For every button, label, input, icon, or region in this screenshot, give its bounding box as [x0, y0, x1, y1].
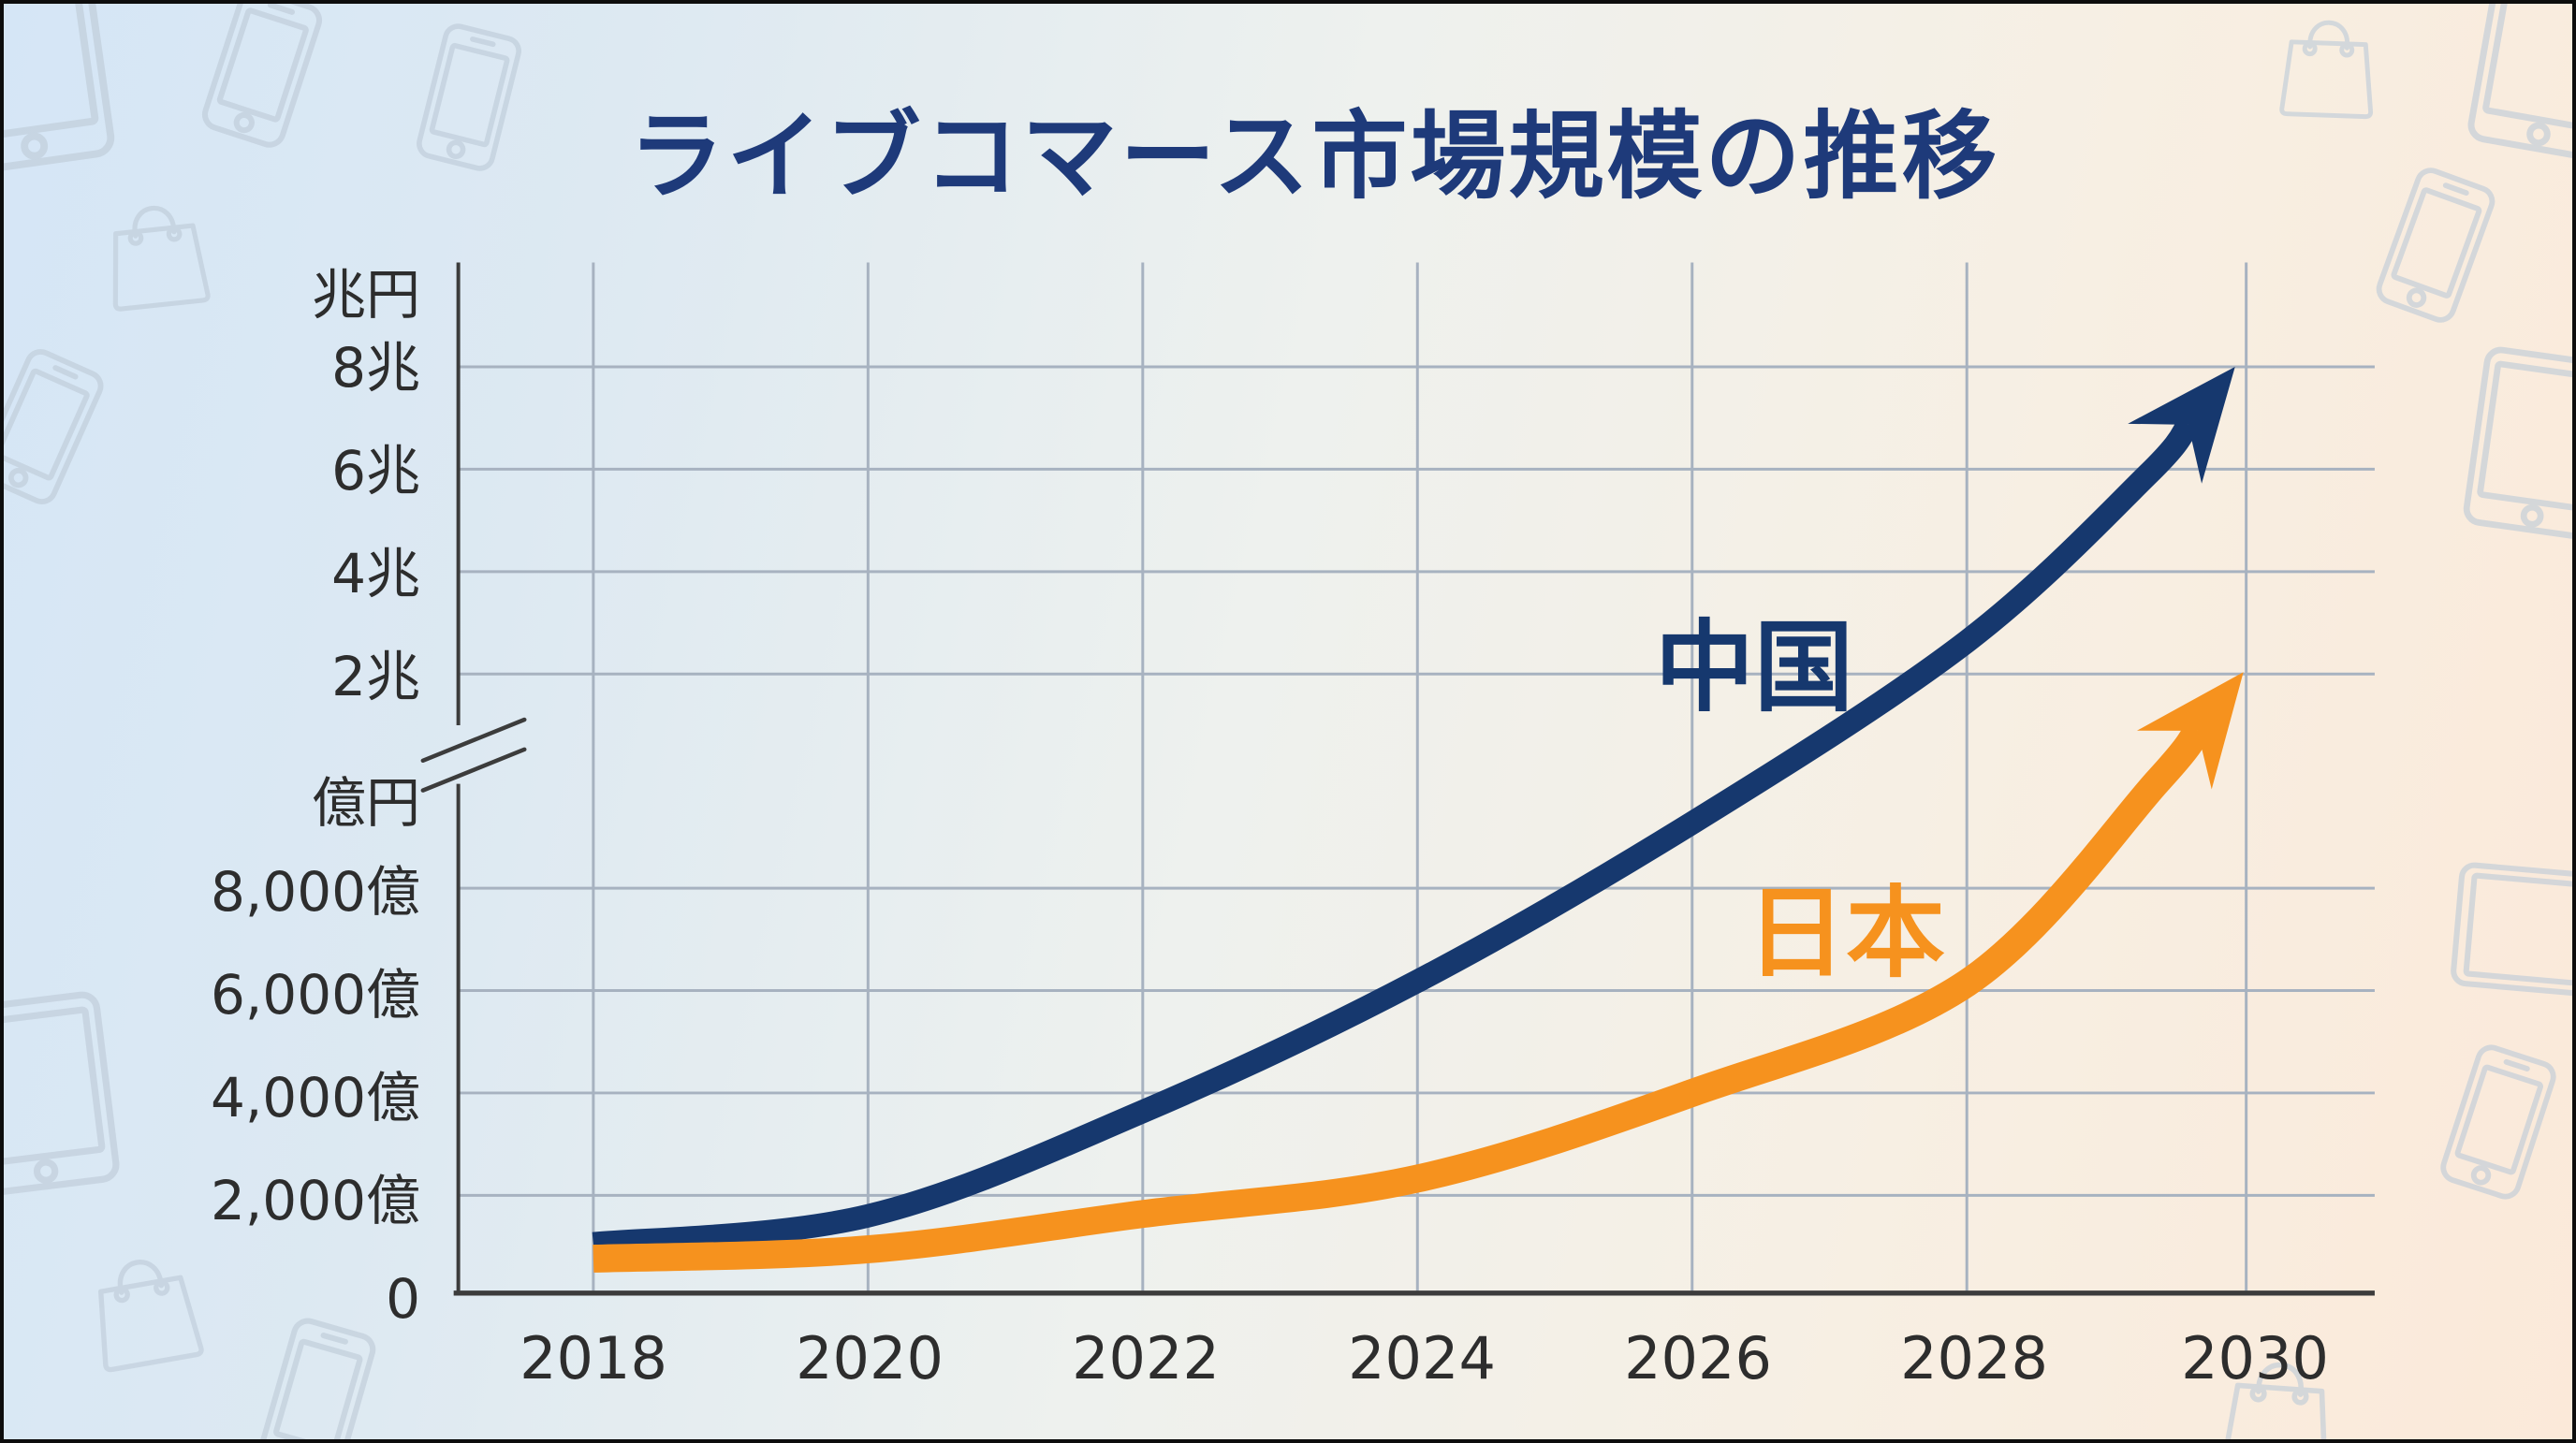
y-tick-label: 8兆	[331, 335, 420, 400]
series-label-japan: 日本	[1747, 876, 1945, 991]
x-tick-label: 2020	[796, 1324, 944, 1392]
curve-日本	[593, 722, 2209, 1273]
y-tick-label: 0	[386, 1266, 420, 1331]
x-tick-label: 2022	[1072, 1324, 1220, 1392]
axis-break-icon	[420, 747, 527, 793]
y-tick-label: 8,000億	[210, 859, 420, 924]
y-tick-label: 4兆	[331, 541, 420, 605]
y-tick-label: 4,000億	[210, 1065, 420, 1130]
y-axis-lower-unit: 億円	[311, 770, 420, 835]
chart-plot-area	[420, 262, 2375, 1296]
x-tick-label: 2026	[1624, 1324, 1772, 1392]
x-tick-label: 2024	[1348, 1324, 1496, 1392]
axis-break-icon	[420, 717, 527, 764]
x-tick-label: 2028	[1900, 1324, 2048, 1392]
x-tick-label: 2018	[520, 1324, 667, 1392]
page-title: ライブコマース市場規模の推移	[628, 101, 2000, 213]
y-axis-upper-unit: 兆円	[311, 262, 420, 327]
x-tick-label: 2030	[2181, 1324, 2329, 1392]
arrowhead-日本	[2136, 672, 2244, 790]
series-label-china: 中国	[1655, 610, 1853, 725]
y-tick-label: 2,000億	[210, 1168, 420, 1232]
y-tick-label: 6,000億	[210, 962, 420, 1027]
curve-中国	[592, 417, 2198, 1256]
arrowhead-中国	[2128, 366, 2235, 484]
y-tick-label: 6兆	[331, 438, 420, 503]
y-tick-label: 2兆	[331, 644, 420, 708]
